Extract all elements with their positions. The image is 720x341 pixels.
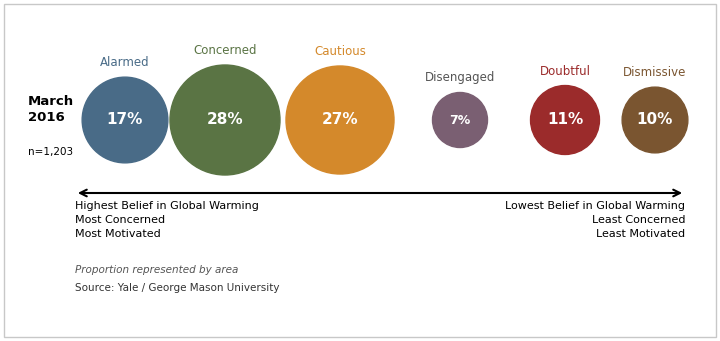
Text: 7%: 7% [449,114,471,127]
Circle shape [82,77,168,163]
Circle shape [433,92,487,148]
Text: 10%: 10% [636,113,673,128]
Circle shape [170,65,280,175]
Circle shape [531,86,600,154]
Text: Alarmed: Alarmed [100,56,150,69]
Text: Proportion represented by area: Proportion represented by area [75,265,238,275]
Circle shape [622,87,688,153]
Text: Disengaged: Disengaged [425,72,495,85]
Text: 28%: 28% [207,113,243,128]
Text: 11%: 11% [547,113,583,128]
Text: Highest Belief in Global Warming
Most Concerned
Most Motivated: Highest Belief in Global Warming Most Co… [75,201,259,239]
Text: Source: Yale / George Mason University: Source: Yale / George Mason University [75,283,279,293]
Text: March
2016: March 2016 [28,95,74,124]
Text: Doubtful: Doubtful [539,64,590,77]
Text: Dismissive: Dismissive [624,66,687,79]
Text: Lowest Belief in Global Warming
Least Concerned
Least Motivated: Lowest Belief in Global Warming Least Co… [505,201,685,239]
Text: Concerned: Concerned [193,44,257,57]
Text: 17%: 17% [107,113,143,128]
Text: n=1,203: n=1,203 [28,147,73,157]
Circle shape [286,66,394,174]
Text: 27%: 27% [322,113,359,128]
Text: Cautious: Cautious [314,45,366,58]
